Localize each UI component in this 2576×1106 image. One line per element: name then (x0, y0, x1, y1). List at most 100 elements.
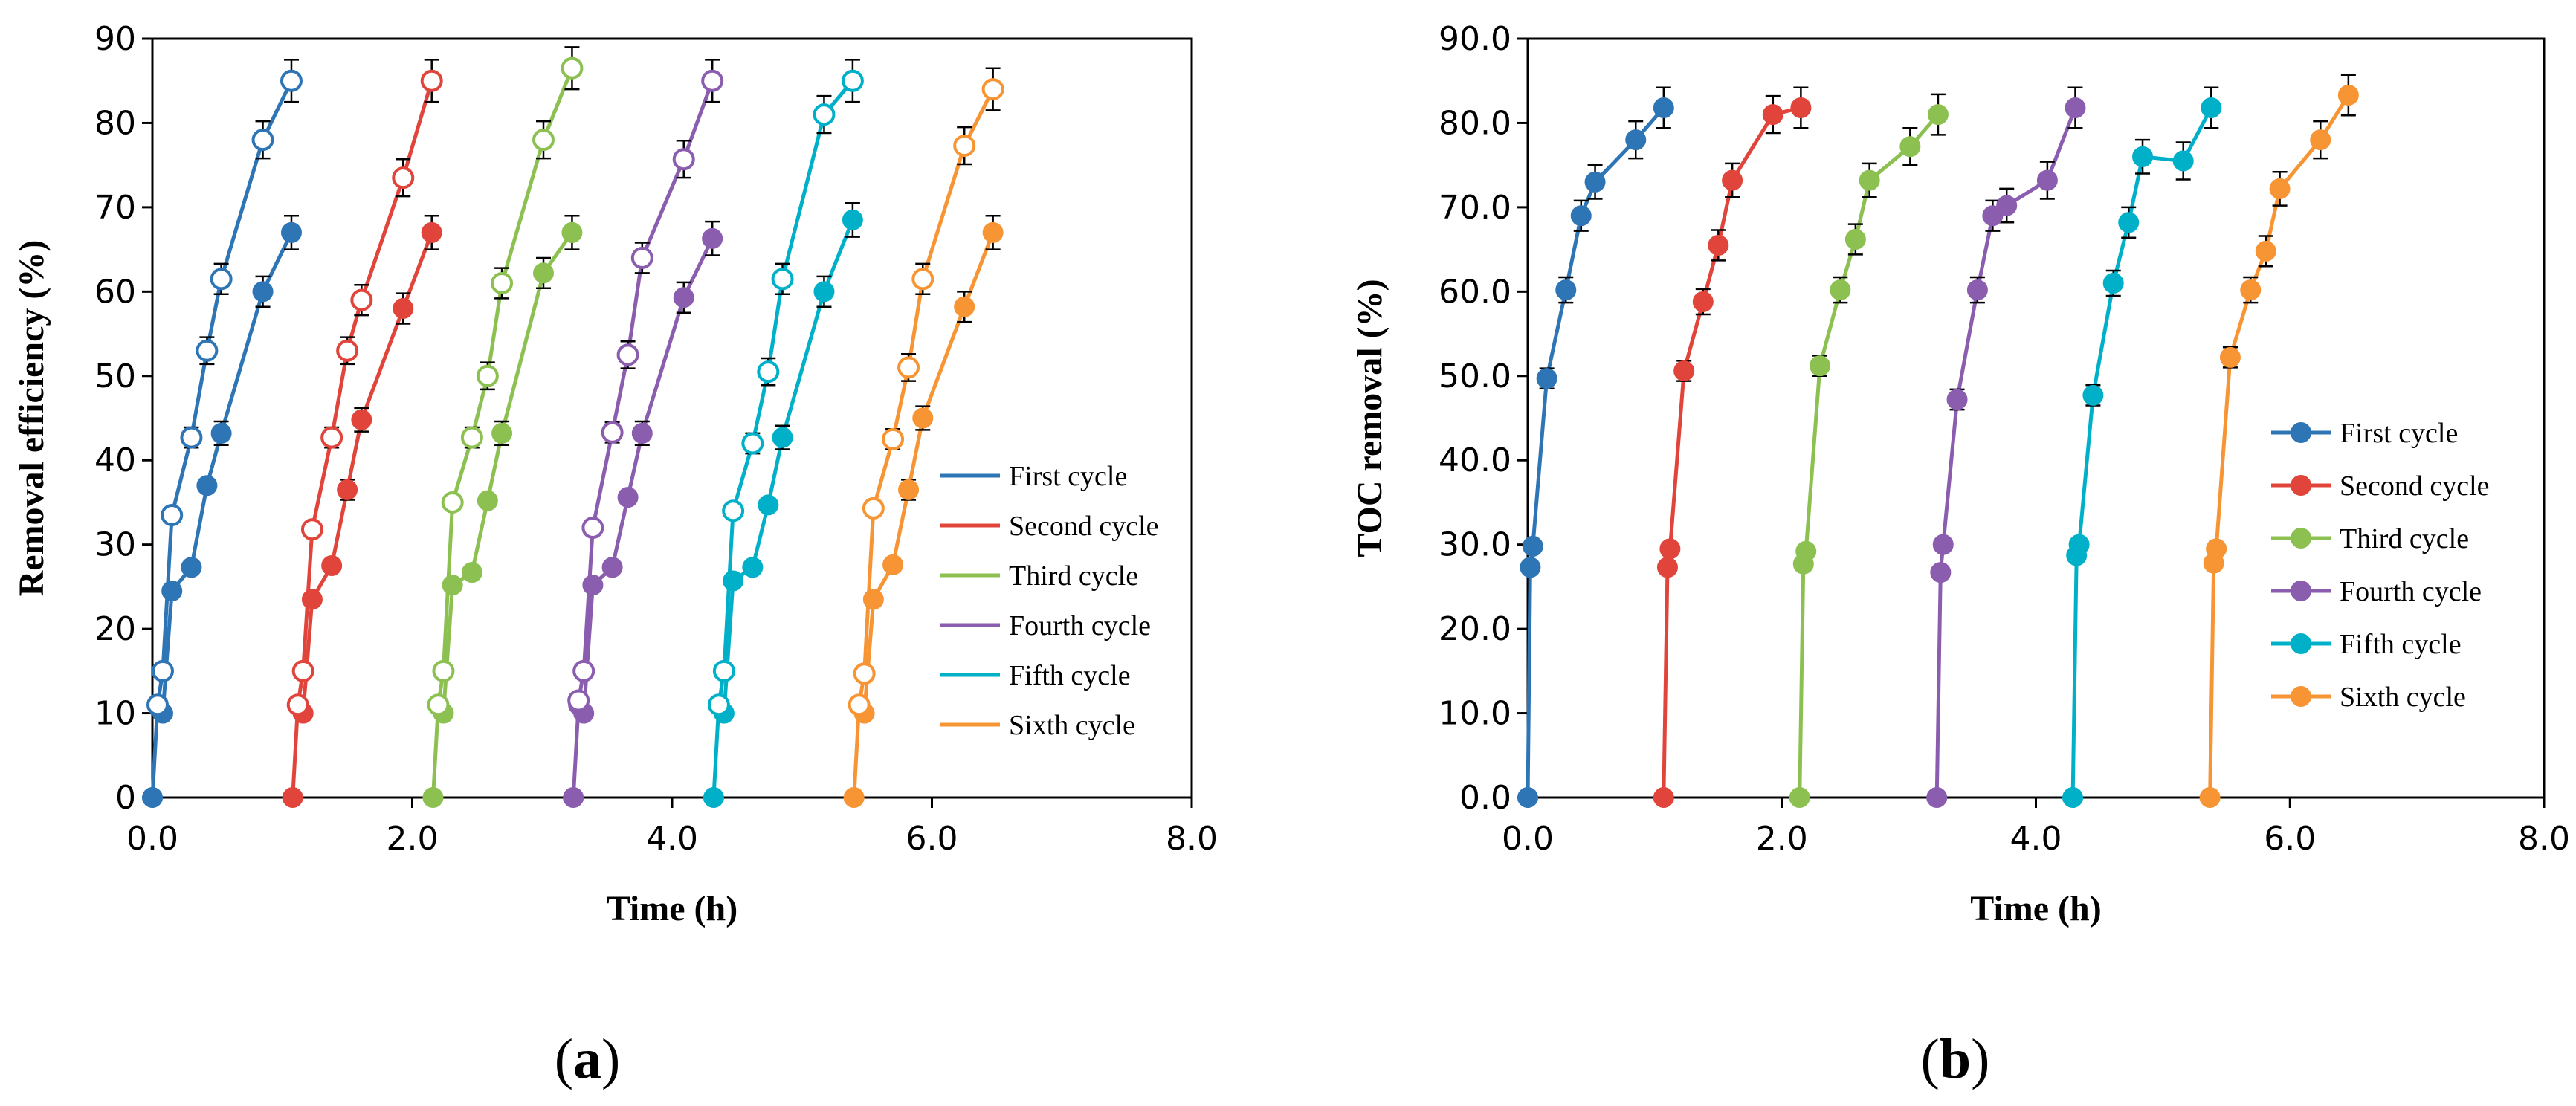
data-point (196, 475, 218, 497)
series-line (296, 80, 434, 705)
data-point (1653, 787, 1674, 808)
data-point (853, 662, 876, 685)
data-point (1926, 787, 1948, 808)
data-point (2036, 169, 2058, 191)
panel-label-letter: a (573, 1028, 601, 1090)
data-point (954, 296, 975, 317)
data-point (393, 298, 414, 320)
y-tick-label: 80.0 (1439, 104, 1511, 142)
data-point (280, 69, 303, 92)
data-point (2240, 279, 2262, 301)
data-point (712, 659, 735, 682)
y-tick-label: 40.0 (1439, 442, 1511, 479)
panel-label-open: ( (555, 1028, 573, 1090)
data-point (2172, 150, 2194, 172)
data-point (320, 426, 343, 449)
data-point (741, 432, 764, 455)
data-point (1810, 355, 1831, 377)
legend-label: Fourth cycle (2340, 576, 2482, 607)
series-first-cycle-filled (1517, 86, 1674, 808)
data-point (757, 360, 780, 384)
data-point (2201, 97, 2222, 119)
data-point (1673, 360, 1695, 381)
data-point (392, 166, 415, 190)
data-point (286, 693, 309, 717)
panel-label: (b) (1921, 1028, 1990, 1090)
data-point (161, 581, 183, 602)
data-point (251, 129, 274, 152)
y-tick-label: 30.0 (1439, 526, 1511, 564)
data-point (291, 659, 314, 682)
y-axis-title: TOC removal (%) (1350, 279, 1389, 557)
legend-swatch-marker (2291, 528, 2311, 549)
data-point (337, 479, 358, 500)
data-point (2269, 178, 2291, 199)
data-point (601, 421, 624, 444)
data-point (912, 407, 934, 429)
x-tick-label: 6.0 (906, 820, 958, 858)
data-point (210, 422, 232, 444)
legend-label: Third cycle (1009, 560, 1138, 592)
y-tick-label: 10.0 (1439, 695, 1511, 733)
series-line (2070, 106, 2213, 798)
data-point (882, 554, 904, 575)
data-point (491, 271, 514, 294)
data-point (563, 787, 584, 808)
y-tick-label: 20 (94, 610, 136, 648)
data-point (723, 570, 744, 592)
data-point (1795, 540, 1817, 562)
y-tick-label: 50.0 (1439, 358, 1511, 395)
data-point (1930, 562, 1952, 583)
legend-label: Second cycle (1009, 511, 1159, 542)
data-point (461, 562, 482, 583)
data-point (771, 268, 794, 291)
data-point (672, 148, 695, 171)
legend-swatch-marker (2291, 633, 2311, 654)
data-point (842, 209, 863, 230)
data-point (582, 575, 604, 596)
data-point (601, 557, 623, 578)
data-point (2102, 272, 2124, 294)
series-first-cycle-open (146, 59, 303, 717)
legend: First cycle Second cycle Third cycle Fourth… (2271, 418, 2490, 713)
data-point (2337, 85, 2359, 106)
y-tick-label: 40 (94, 442, 136, 479)
data-point (1555, 279, 1577, 301)
series-second-cycle-filled (1653, 86, 1812, 808)
legend-label: First cycle (1009, 461, 1127, 492)
data-point (1570, 205, 1592, 227)
data-point (476, 364, 499, 387)
data-point (1520, 557, 1541, 578)
series-line (576, 80, 714, 701)
x-axis-title: Time (h) (607, 889, 737, 928)
data-point (1536, 368, 1557, 389)
series-line (155, 80, 294, 705)
data-point (561, 221, 583, 243)
data-point (1584, 171, 1606, 193)
data-point (630, 246, 653, 269)
x-tick-label: 4.0 (2010, 820, 2062, 858)
data-point (581, 516, 604, 539)
data-point (280, 221, 302, 243)
data-point (813, 281, 835, 303)
y-tick-label: 70.0 (1439, 189, 1511, 227)
data-point (441, 491, 464, 514)
x-tick-label: 8.0 (1166, 820, 1218, 858)
data-point (911, 268, 934, 291)
data-point (351, 409, 372, 430)
data-point (2255, 240, 2276, 262)
legend-label: Third cycle (2340, 523, 2469, 554)
data-point (1996, 195, 2018, 216)
chart-panel-a: 0 10 20 30 40 50 60 70 80 90 0.0 2.0 4.0 6.0 8.0 Time (… (12, 20, 1218, 1090)
legend: First cycle Second cycle Third cycle Fourth… (940, 461, 1159, 741)
data-point (180, 426, 203, 449)
y-tick-label: 60 (94, 273, 136, 311)
data-point (1722, 169, 1743, 191)
y-tick-label: 0.0 (1459, 779, 1511, 817)
data-point (532, 262, 554, 284)
data-point (722, 499, 745, 523)
y-tick-label: 90 (94, 20, 136, 58)
data-point (561, 56, 584, 80)
data-point (2132, 146, 2154, 167)
